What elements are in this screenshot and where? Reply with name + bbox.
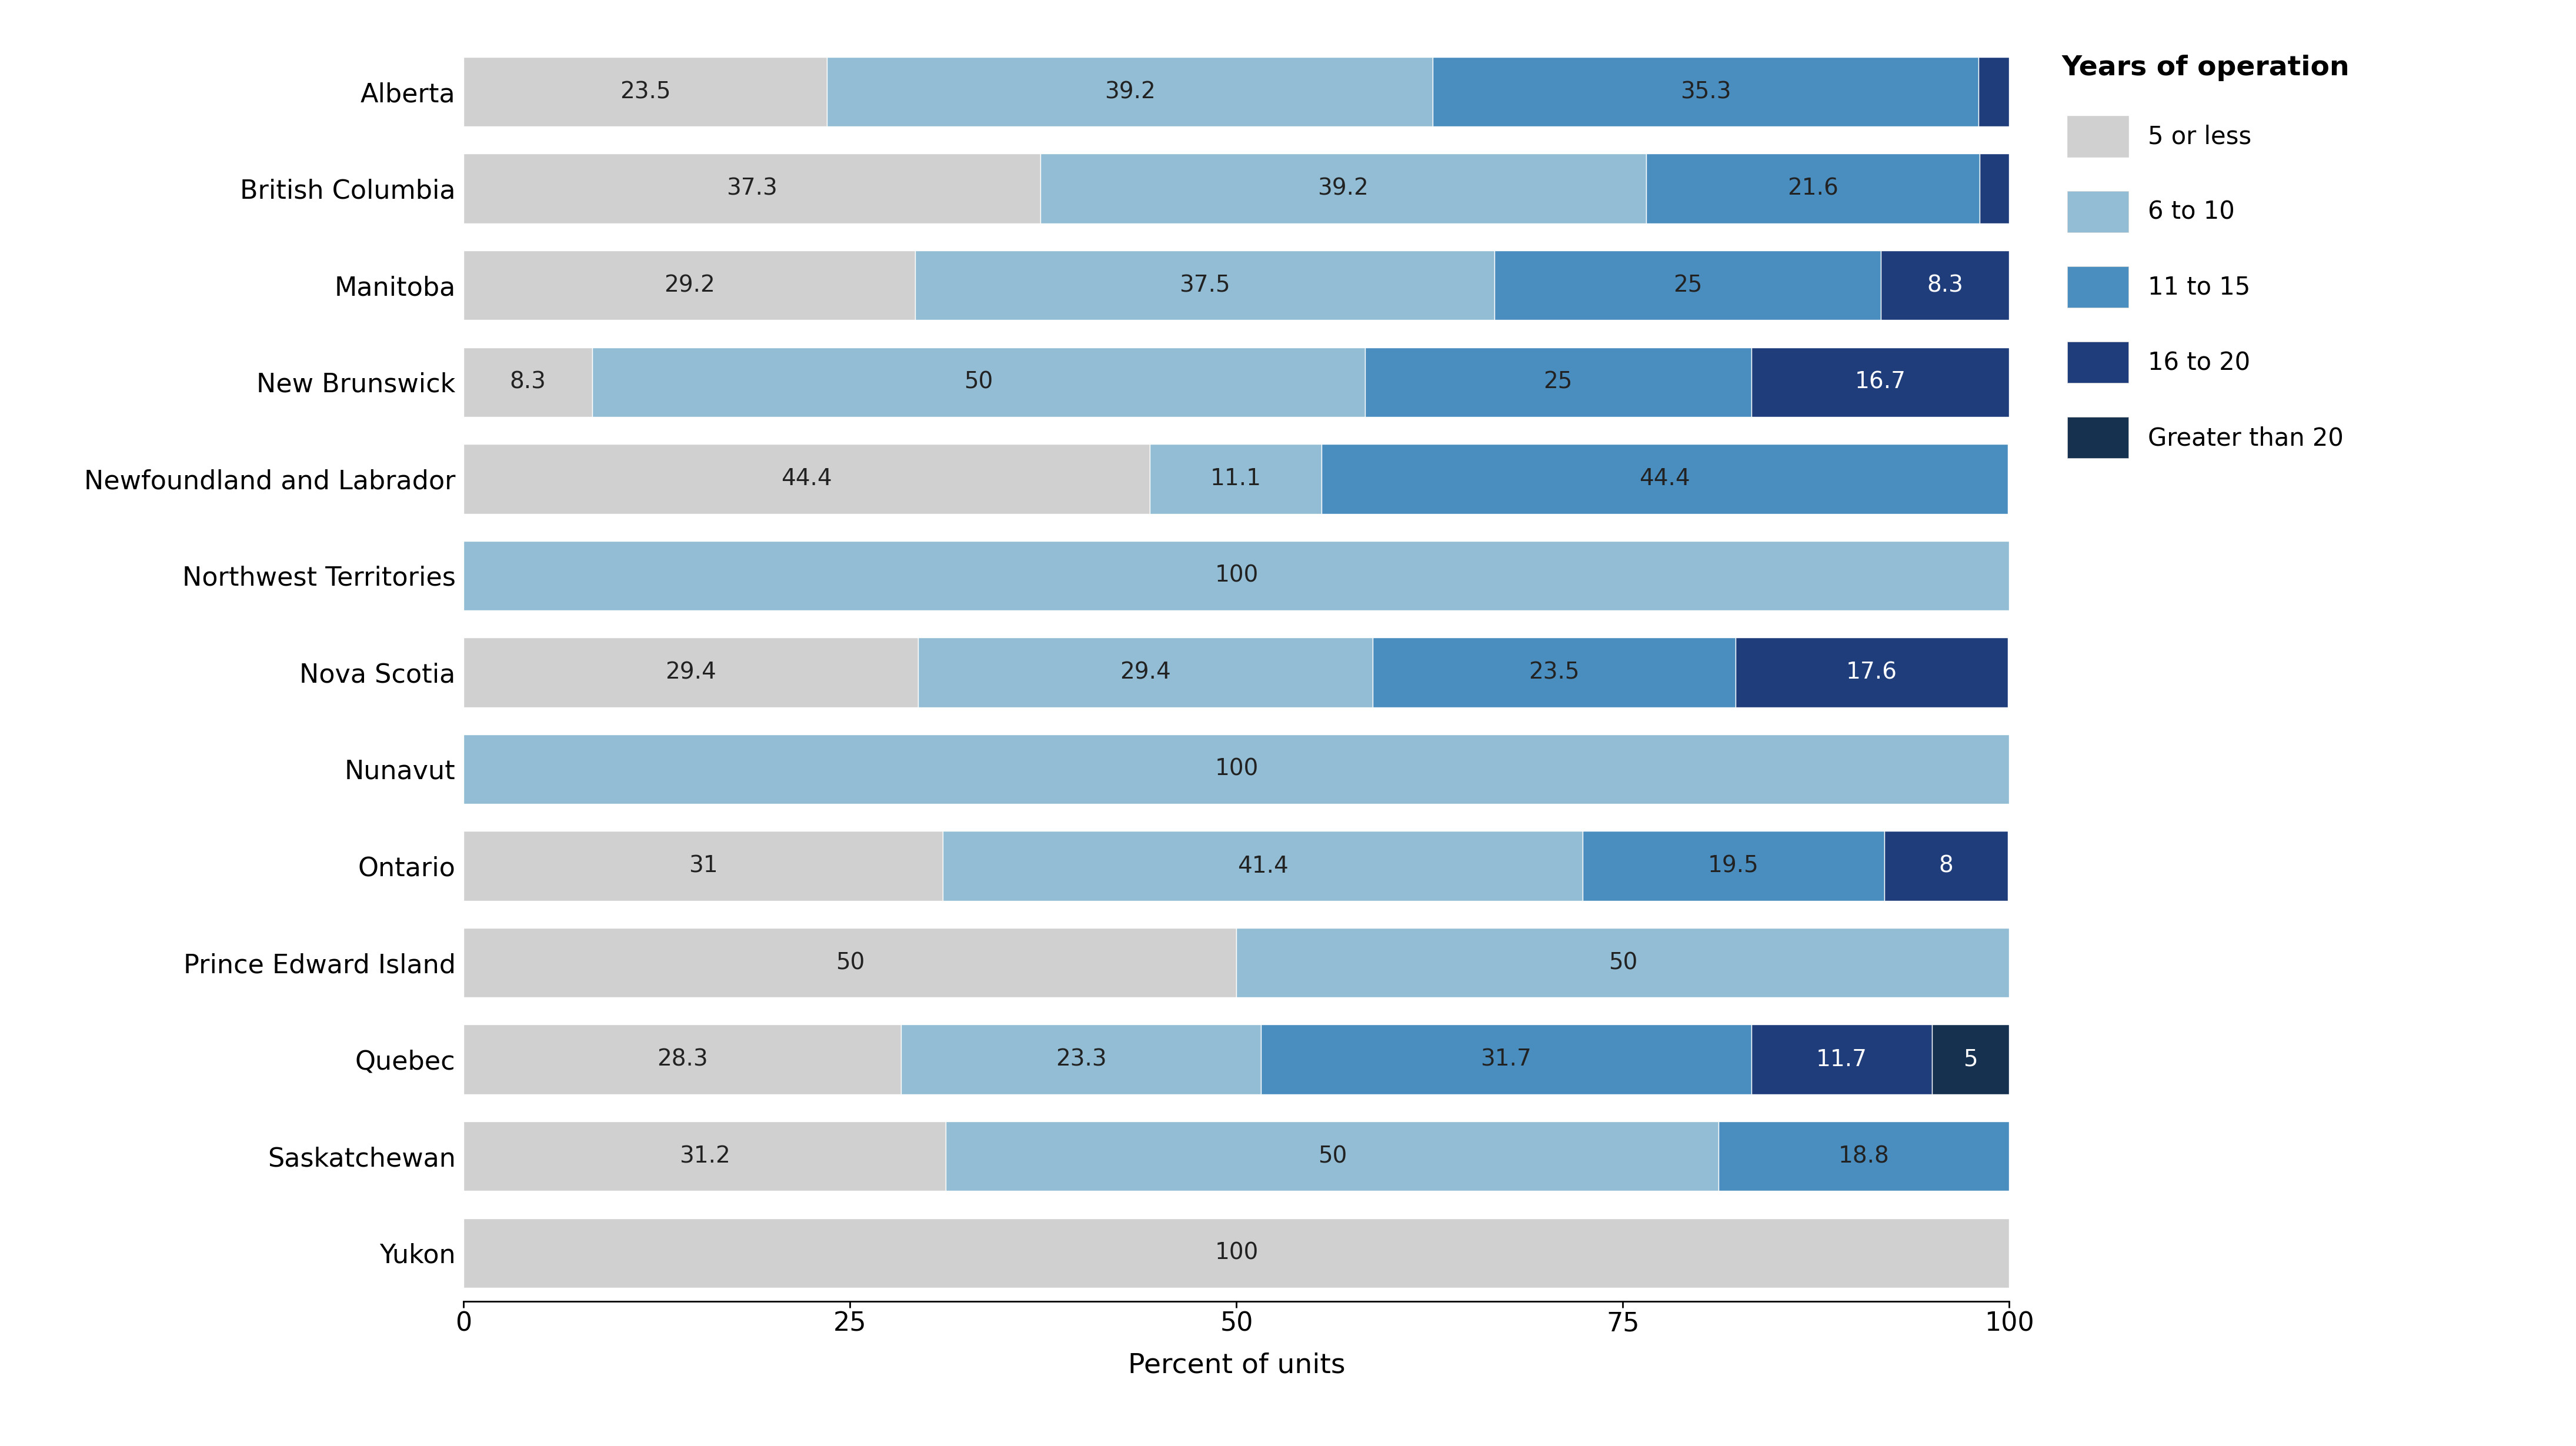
Text: 5: 5 (1963, 1048, 1978, 1070)
Text: 17.6: 17.6 (1847, 661, 1899, 684)
Bar (902, 1025, 1262, 1095)
Bar (464, 153, 1041, 223)
Text: 31.7: 31.7 (1481, 1048, 1533, 1070)
Bar (827, 56, 1432, 127)
Bar (1041, 153, 1646, 223)
Bar (1880, 250, 2009, 320)
Bar (1752, 347, 2009, 416)
Bar (464, 1122, 945, 1192)
Bar (464, 541, 2009, 610)
Text: 29.4: 29.4 (1121, 661, 1172, 684)
Text: 11.7: 11.7 (1816, 1048, 1868, 1070)
Text: 100: 100 (1216, 758, 1257, 781)
Text: 19.5: 19.5 (1708, 855, 1759, 878)
Bar (1149, 444, 1321, 513)
Text: 44.4: 44.4 (781, 467, 832, 490)
Text: 18.8: 18.8 (1839, 1145, 1891, 1167)
Text: 50: 50 (835, 951, 866, 973)
Bar (943, 831, 1582, 901)
Bar (464, 56, 827, 127)
Text: 16.7: 16.7 (1855, 372, 1906, 393)
Text: 44.4: 44.4 (1638, 467, 1690, 490)
Text: 50: 50 (963, 372, 992, 393)
Bar (1365, 347, 1752, 416)
Text: 37.5: 37.5 (1180, 275, 1231, 296)
Bar (1236, 928, 2009, 998)
Bar (1883, 831, 2007, 901)
Text: 29.4: 29.4 (665, 661, 716, 684)
Text: 50: 50 (1607, 951, 1638, 973)
Bar (1978, 56, 2009, 127)
Bar (464, 347, 592, 416)
Text: 29.2: 29.2 (665, 275, 716, 296)
Bar (1373, 638, 1736, 707)
Text: 31: 31 (688, 855, 719, 878)
Bar (1981, 153, 2009, 223)
Bar (464, 638, 917, 707)
Text: 8.3: 8.3 (510, 372, 546, 393)
Text: 25: 25 (1674, 275, 1703, 296)
Text: 21.6: 21.6 (1788, 178, 1839, 200)
Text: 23.5: 23.5 (1528, 661, 1579, 684)
Text: 41.4: 41.4 (1236, 855, 1288, 878)
Bar (914, 250, 1494, 320)
Bar (464, 1025, 902, 1095)
Text: 35.3: 35.3 (1680, 81, 1731, 103)
Text: 39.2: 39.2 (1316, 178, 1368, 200)
Text: 37.3: 37.3 (726, 178, 778, 200)
Bar (464, 444, 1149, 513)
Bar (1494, 250, 1880, 320)
Bar (1582, 831, 1883, 901)
Text: 23.3: 23.3 (1056, 1048, 1108, 1070)
Bar (1932, 1025, 2009, 1095)
Text: 100: 100 (1216, 564, 1257, 587)
Bar (1646, 153, 1981, 223)
Text: 50: 50 (1319, 1145, 1347, 1167)
Bar (917, 638, 1373, 707)
Bar (1718, 1122, 2009, 1192)
Text: 23.5: 23.5 (621, 81, 670, 103)
Bar (464, 928, 1236, 998)
Bar (464, 831, 943, 901)
Bar (1262, 1025, 1752, 1095)
Bar (1736, 638, 2007, 707)
Bar (1432, 56, 1978, 127)
Bar (464, 1218, 2009, 1288)
Text: 25: 25 (1543, 372, 1571, 393)
X-axis label: Percent of units: Percent of units (1128, 1352, 1345, 1379)
Bar (1321, 444, 2007, 513)
Bar (464, 250, 914, 320)
Bar (464, 735, 2009, 804)
Text: 8.3: 8.3 (1927, 275, 1963, 296)
Text: 11.1: 11.1 (1211, 467, 1262, 490)
Text: 39.2: 39.2 (1105, 81, 1157, 103)
Bar (1752, 1025, 1932, 1095)
Text: 100: 100 (1216, 1242, 1257, 1264)
Text: 31.2: 31.2 (680, 1145, 732, 1167)
Bar (945, 1122, 1718, 1192)
Text: 28.3: 28.3 (657, 1048, 708, 1070)
Bar (592, 347, 1365, 416)
Legend: 5 or less, 6 to 10, 11 to 15, 16 to 20, Greater than 20: 5 or less, 6 to 10, 11 to 15, 16 to 20, … (2038, 30, 2375, 483)
Text: 8: 8 (1940, 855, 1953, 878)
